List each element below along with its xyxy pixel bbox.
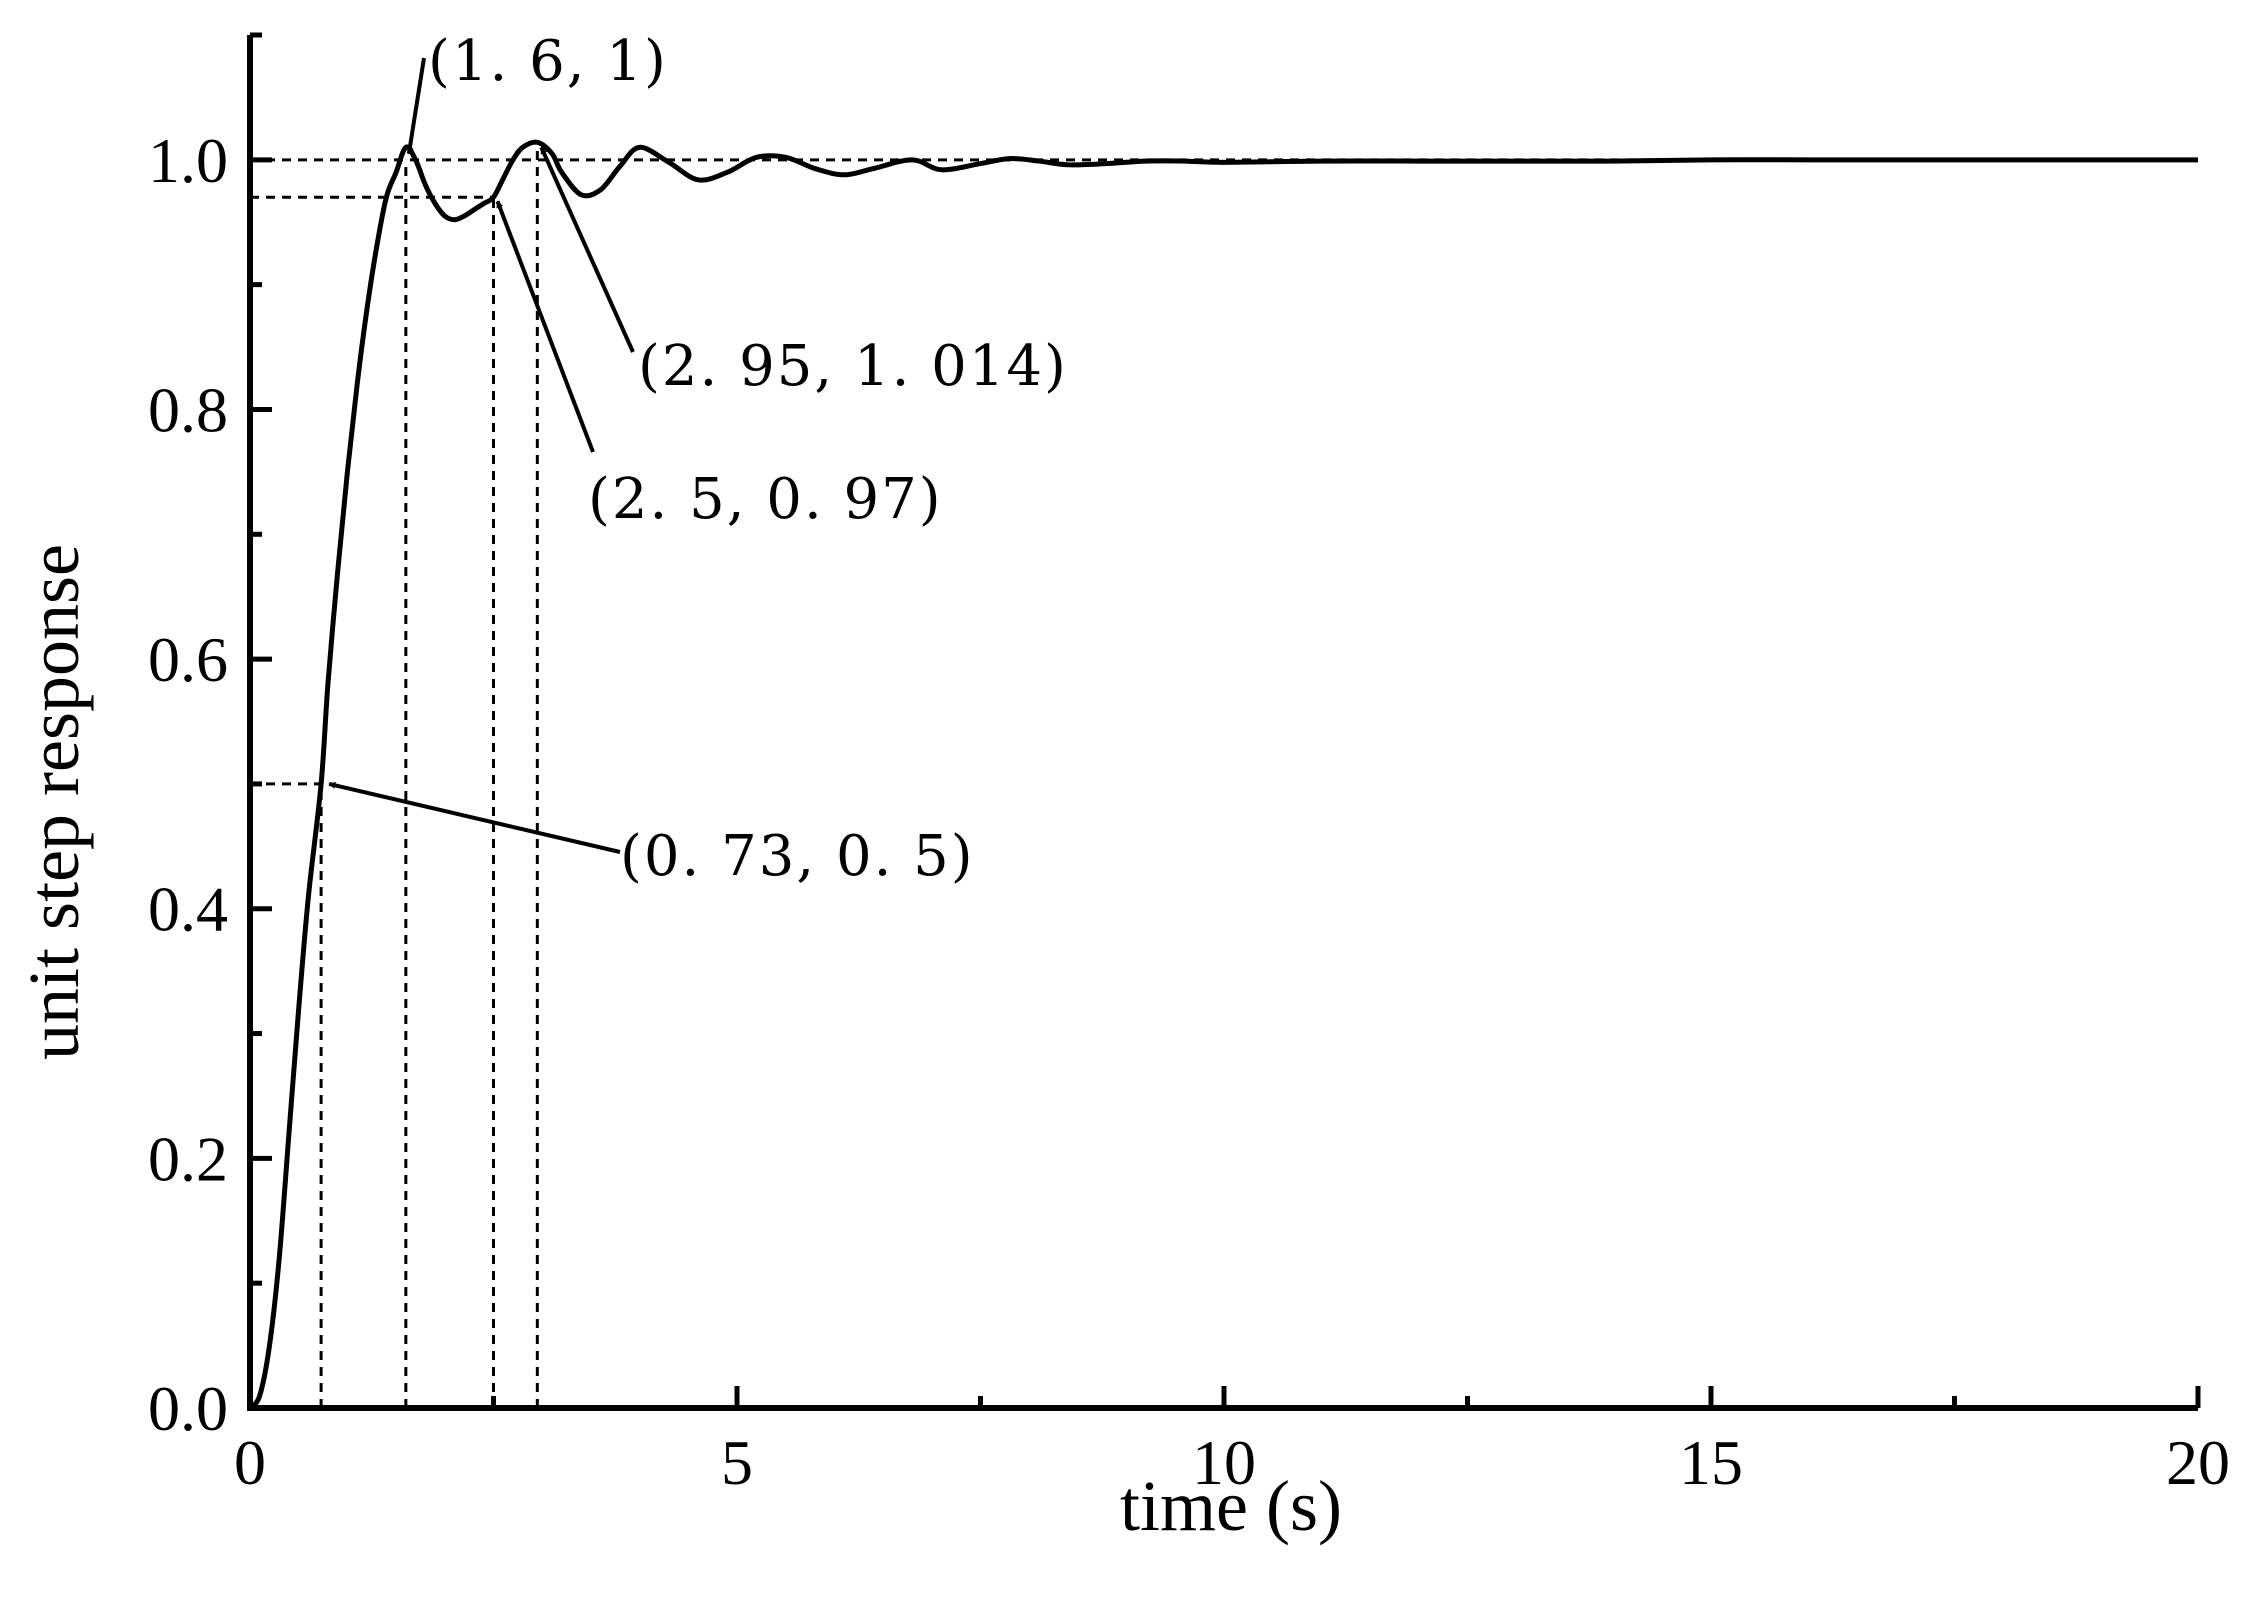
- annotation-label: (2. 5, 0. 97): [588, 467, 943, 532]
- x-tick-label: 5: [721, 1427, 753, 1498]
- axis-labels: time (s) unit step response: [14, 544, 1342, 1546]
- y-axis-title: unit step response: [14, 544, 94, 1060]
- annotation-arrow: [406, 57, 426, 155]
- annotations: (1. 6, 1) (2. 5, 0. 97) (2. 95, 1. 014) (0.…: [328, 29, 1068, 889]
- annotation-arrow: [328, 781, 621, 854]
- y-tick-label: 0.4: [148, 874, 228, 945]
- y-tick-label: 0.2: [148, 1123, 228, 1194]
- axes: 0 5 10 15 20 0.0 0.2 0.4 0.6 0.8 1.0: [148, 32, 2230, 1498]
- y-tick-label: 0.0: [148, 1373, 228, 1444]
- y-tick-label: 1.0: [148, 125, 228, 196]
- y-tick-label: 0.8: [148, 374, 228, 445]
- x-tick-label: 20: [2166, 1427, 2230, 1498]
- x-tick-label: 10: [1192, 1427, 1256, 1498]
- annotation-label: (1. 6, 1): [428, 29, 668, 94]
- x-tick-label: 0: [234, 1427, 266, 1498]
- response-curve-0: [248, 139, 2198, 1410]
- annotation-arrow: [495, 200, 595, 453]
- guide-lines: [250, 142, 2198, 1408]
- x-axis-title: time (s): [1120, 1466, 1342, 1546]
- x-tick-label: 15: [1679, 1427, 1743, 1498]
- annotation-arrow: [539, 146, 635, 353]
- series-layer: [248, 139, 2198, 1410]
- annotation-label: (0. 73, 0. 5): [620, 824, 975, 889]
- annotation-label: (2. 95, 1. 014): [638, 334, 1068, 399]
- y-tick-label: 0.6: [148, 624, 228, 695]
